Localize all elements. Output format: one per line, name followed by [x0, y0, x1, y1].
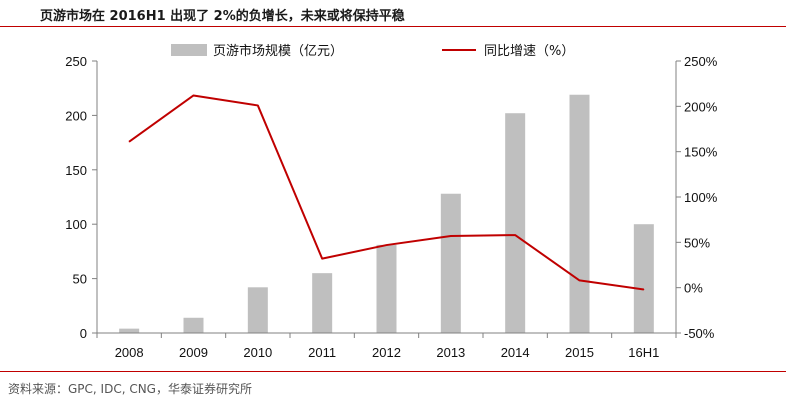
bar-2011: [312, 273, 333, 333]
bar-16H1: [633, 224, 654, 333]
chart-title: 页游市场在 2016H1 出现了 2%的负增长，未来或将保持平稳: [40, 9, 405, 24]
bar-2009: [183, 317, 204, 333]
x-tick-label: 2010: [243, 345, 272, 360]
bar-2013: [440, 193, 461, 333]
growth-point-2015: [579, 279, 580, 281]
bar-2014: [505, 113, 526, 333]
x-tick-label: 2014: [501, 345, 530, 360]
line-series: [128, 94, 645, 291]
x-tick-label: 2012: [372, 345, 401, 360]
y-right-tick-label: 150%: [684, 145, 718, 160]
x-tick-label: 2015: [565, 345, 594, 360]
growth-point-2009: [193, 94, 194, 96]
growth-point-2011: [321, 258, 323, 260]
bar-2015: [569, 94, 590, 333]
combo-chart: 页游市场规模（亿元） 同比增速（%） 0 50 100 150 200 250 -50% 0% 5…: [65, 43, 717, 360]
legend-bar-swatch: [171, 44, 207, 56]
growth-point-2010: [257, 104, 259, 106]
y-right-tick-label: -50%: [684, 326, 715, 341]
legend-line-label: 同比增速（%）: [484, 44, 574, 59]
growth-point-2012: [386, 244, 387, 246]
y-right-tick-label: 50%: [684, 235, 710, 250]
growth-point-2014: [514, 234, 516, 236]
legend: 页游市场规模（亿元） 同比增速（%）: [171, 43, 574, 59]
y-right-tick-label: 0%: [684, 281, 703, 296]
x-tick-label: 2009: [179, 345, 208, 360]
growth-point-16H1: [643, 288, 645, 290]
y-right-tick-label: 100%: [684, 190, 718, 205]
x-tick-label: 16H1: [628, 345, 659, 360]
y-left-tick-label: 50: [73, 272, 87, 287]
legend-bar-label: 页游市场规模（亿元）: [213, 43, 343, 59]
growth-point-2008: [128, 141, 130, 143]
bar-2010: [247, 287, 268, 333]
bottom-divider: [0, 371, 786, 372]
bar-series: [119, 94, 654, 333]
bar-2008: [119, 328, 140, 333]
source-note: 资料来源：GPC, IDC, CNG，华泰证券研究所: [8, 382, 252, 396]
bar-2012: [376, 244, 397, 333]
x-tick-label: 2008: [115, 345, 144, 360]
y-left-tick-label: 250: [65, 54, 87, 69]
growth-point-2013: [450, 235, 452, 237]
tick-labels: 0 50 100 150 200 250 -50% 0% 50% 100% 150% 200% 250%…: [65, 54, 717, 360]
y-left-tick-label: 0: [80, 326, 87, 341]
y-left-tick-label: 100: [65, 217, 87, 232]
y-left-tick-label: 150: [65, 163, 87, 178]
x-tick-label: 2011: [308, 345, 336, 360]
top-divider: [0, 26, 786, 27]
y-left-tick-label: 200: [65, 108, 87, 123]
y-right-tick-label: 200%: [684, 99, 718, 114]
x-tick-label: 2013: [436, 345, 465, 360]
y-right-tick-label: 250%: [684, 54, 718, 69]
axes: [92, 60, 681, 338]
